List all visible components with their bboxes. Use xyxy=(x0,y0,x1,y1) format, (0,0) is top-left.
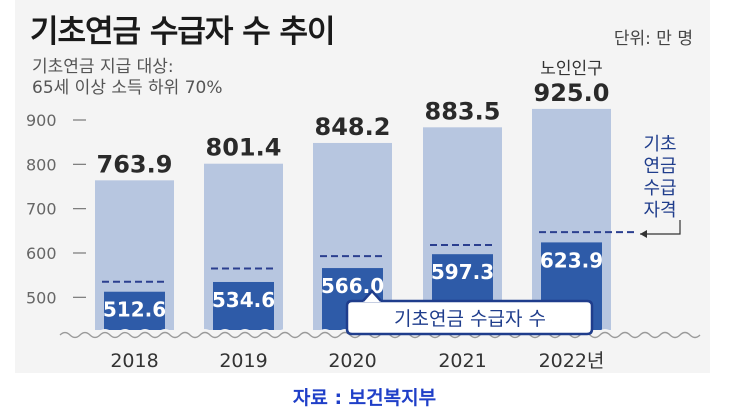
x-category-label: 2018 xyxy=(110,350,158,372)
recipient-value-label: 512.6 xyxy=(103,298,166,322)
eligibility-annotation-text: 자격 xyxy=(643,200,676,221)
chart-title: 기초연금 수급자 수 추이 xyxy=(30,14,336,50)
recipient-bar xyxy=(213,281,274,330)
elderly-value-label: 883.5 xyxy=(425,97,501,125)
y-tick-label: 900 xyxy=(26,111,57,130)
recipient-callout-text: 기초연금 수급자 수 xyxy=(394,308,546,330)
recipient-value-label: 534.6 xyxy=(212,288,275,312)
bar-chart: 900 800 700 600 500 763.9 512.6 2018 801.4 534.6 2… xyxy=(26,59,701,372)
eligibility-annotation-text: 연금 xyxy=(643,156,676,177)
recipient-callout-pointer-fill xyxy=(363,291,381,302)
unit-label: 단위: 만 명 xyxy=(613,29,693,49)
recipient-value-label: 623.9 xyxy=(540,248,603,272)
recipient-bar xyxy=(104,291,165,330)
recipient-callout-pointer xyxy=(362,289,382,302)
source-label: 자료 : 보건복지부 xyxy=(292,387,437,409)
x-category-label: 2020 xyxy=(328,350,376,372)
y-tick-label: 600 xyxy=(26,244,57,263)
subtitle-line-2: 65세 이상 소득 하위 70% xyxy=(32,78,223,98)
elderly-annotation: 노인인구 xyxy=(540,59,603,79)
x-category-label: 2021 xyxy=(438,350,486,372)
x-category-label: 2019 xyxy=(219,350,267,372)
recipient-callout-box xyxy=(345,299,594,336)
y-tick-label: 700 xyxy=(26,200,57,219)
eligibility-arrowhead xyxy=(640,230,647,238)
elderly-value-label: 763.9 xyxy=(97,150,173,178)
x-category-label: 2022년 xyxy=(539,350,605,372)
y-tick-label: 800 xyxy=(26,155,57,174)
recipient-value-label: 597.3 xyxy=(431,260,494,284)
eligibility-annotation-text: 수급 xyxy=(643,178,676,199)
subtitle-line-1: 기초연금 지급 대상: xyxy=(32,57,174,77)
elderly-value-label: 848.2 xyxy=(315,113,391,141)
elderly-value-label: 925.0 xyxy=(534,79,610,107)
eligibility-arrow-line xyxy=(640,220,681,235)
eligibility-annotation-text: 기초 xyxy=(643,134,676,155)
elderly-value-label: 801.4 xyxy=(206,134,282,162)
y-tick-label: 500 xyxy=(26,288,57,307)
